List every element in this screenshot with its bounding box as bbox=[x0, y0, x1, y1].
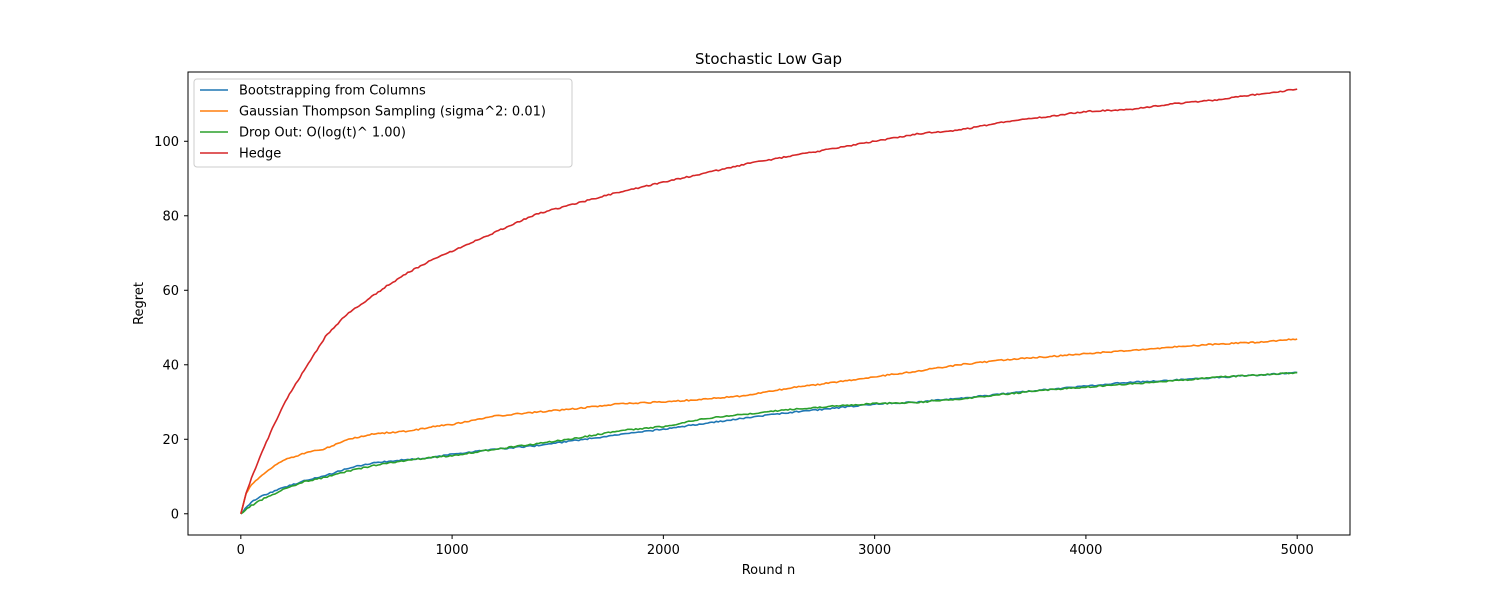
legend-label: Bootstrapping from Columns bbox=[239, 84, 426, 99]
legend-label: Hedge bbox=[239, 147, 281, 162]
y-tick-label: 20 bbox=[162, 433, 179, 448]
series-line-1 bbox=[240, 338, 1298, 514]
chart-title: Stochastic Low Gap bbox=[695, 50, 842, 68]
legend-label: Gaussian Thompson Sampling (sigma^2: 0.0… bbox=[239, 105, 546, 120]
y-axis: 0 20 40 60 80 100 bbox=[154, 135, 188, 522]
y-tick-label: 60 bbox=[162, 284, 179, 299]
y-tick-label: 40 bbox=[162, 358, 179, 373]
series-line-2 bbox=[240, 371, 1298, 515]
axes-frame bbox=[187, 71, 1351, 536]
plot-area bbox=[187, 71, 1351, 536]
x-tick-label: 4000 bbox=[1069, 543, 1102, 558]
legend-label: Drop Out: O(log(t)^ 1.00) bbox=[239, 126, 406, 141]
y-axis-label: Regret bbox=[132, 282, 147, 325]
x-tick-label: 3000 bbox=[858, 543, 891, 558]
y-tick-label: 80 bbox=[162, 209, 179, 224]
legend: Bootstrapping from Columns Gaussian Thomp… bbox=[193, 78, 573, 168]
series-layer bbox=[240, 88, 1298, 515]
y-tick-label: 100 bbox=[154, 135, 179, 150]
x-tick-label: 5000 bbox=[1281, 543, 1314, 558]
x-tick-label: 2000 bbox=[647, 543, 680, 558]
x-axis: 0 1000 2000 3000 4000 5000 bbox=[237, 535, 1314, 558]
legend-box bbox=[193, 78, 573, 168]
x-tick-label: 0 bbox=[237, 543, 245, 558]
series-line-3 bbox=[240, 88, 1298, 514]
y-tick-label: 0 bbox=[171, 507, 179, 522]
x-axis-label: Round n bbox=[742, 563, 796, 578]
x-tick-label: 1000 bbox=[436, 543, 469, 558]
